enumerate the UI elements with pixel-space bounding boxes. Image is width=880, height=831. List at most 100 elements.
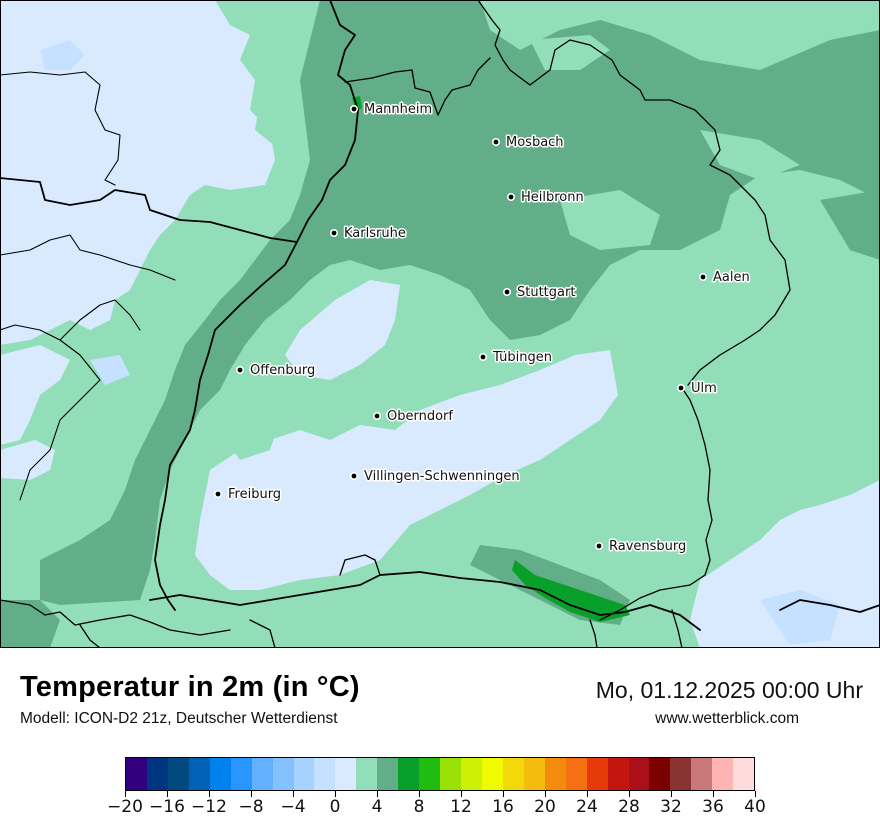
colorbar-segment [126, 758, 147, 790]
colorbar-tick-label: −12 [191, 797, 227, 817]
colorbar-segment [586, 758, 608, 790]
colorbar-tick-label: 24 [576, 797, 598, 817]
colorbar-segment [293, 758, 315, 790]
colorbar-tick [208, 791, 210, 797]
colorbar-segment [230, 758, 252, 790]
city-label: Villingen-Schwenningen [364, 469, 520, 484]
colorbar-segment [167, 758, 189, 790]
city-label: Ravensburg [609, 539, 686, 554]
colorbar-tick [334, 791, 336, 797]
city-marker: Freiburg [214, 486, 283, 504]
city-marker: Mannheim [350, 101, 434, 119]
colorbar-segment [481, 758, 503, 790]
city-label: Freiburg [228, 487, 281, 502]
colorbar-tick [754, 791, 756, 797]
city-marker: Ulm [677, 380, 718, 398]
city-dot-icon [374, 413, 380, 419]
colorbar-segment [628, 758, 650, 790]
city-dot-icon [331, 230, 337, 236]
colorbar-tick [544, 791, 546, 797]
colorbar-segment [691, 758, 713, 790]
colorbar-segment [502, 758, 524, 790]
colorbar-tick [502, 791, 504, 797]
city-dot-icon [678, 385, 684, 391]
city-dot-icon [351, 106, 357, 112]
city-label: Karlsruhe [344, 226, 406, 241]
colorbar-segment [398, 758, 420, 790]
colorbar-tick [124, 791, 126, 797]
city-label: Stuttgart [517, 285, 575, 300]
city-label: Heilbronn [521, 190, 584, 205]
city-dot-icon [700, 274, 706, 280]
city-label: Mannheim [364, 102, 432, 117]
city-dot-icon [508, 194, 514, 200]
colorbar-tick-label: 4 [371, 797, 383, 817]
colorbar-tick [586, 791, 588, 797]
colorbar-segment [188, 758, 210, 790]
colorbar-tick-label: 16 [492, 797, 514, 817]
colorbar-segment [523, 758, 545, 790]
model-info: Modell: ICON-D2 21z, Deutscher Wetterdie… [20, 710, 338, 727]
colorbar-tick-label: −8 [238, 797, 264, 817]
city-dot-icon [504, 289, 510, 295]
city-label: Offenburg [250, 363, 315, 378]
colorbar-segment [251, 758, 273, 790]
colorbar-segment [419, 758, 441, 790]
colorbar-tick-label: 36 [702, 797, 724, 817]
city-marker: Heilbronn [507, 189, 585, 207]
city-dot-icon [215, 491, 221, 497]
map-canvas: Mannheim Mosbach Heilbronn Karlsruhe Stuttga… [0, 0, 880, 648]
city-dot-icon [493, 139, 499, 145]
city-marker: Tübingen [479, 349, 554, 367]
city-marker: Karlsruhe [330, 225, 407, 243]
city-marker: Mosbach [492, 134, 565, 152]
colorbar-tick [166, 791, 168, 797]
temperature-colorbar [125, 757, 755, 791]
colorbar-segment [335, 758, 357, 790]
colorbar-segment [712, 758, 734, 790]
colorbar-segment [607, 758, 629, 790]
colorbar-segment [461, 758, 482, 790]
forecast-datetime: Mo, 01.12.2025 00:00 Uhr [595, 677, 863, 703]
colorbar-segment [440, 758, 461, 790]
colorbar-tick [712, 791, 714, 797]
map-title: Temperatur in 2m (in °C) [20, 671, 360, 703]
colorbar-segment [733, 758, 755, 790]
colorbar-tick-label: 8 [413, 797, 425, 817]
city-dot-icon [351, 473, 357, 479]
city-label: Oberndorf [387, 409, 453, 424]
website-link[interactable]: www.wetterblick.com [655, 710, 799, 727]
colorbar-tick [250, 791, 252, 797]
city-dot-icon [237, 367, 243, 373]
colorbar-segment [209, 758, 231, 790]
colorbar-segment [565, 758, 587, 790]
colorbar-ticks: −20 −16 −12 −8 −4 0 4 8 12 16 20 24 28 32 36 40 [107, 791, 766, 831]
city-markers: Mannheim Mosbach Heilbronn Karlsruhe Stuttga… [214, 101, 751, 556]
colorbar-segment [649, 758, 671, 790]
colorbar-tick-label: −4 [280, 797, 306, 817]
colorbar-tick-label: 32 [660, 797, 682, 817]
colorbar-segment [272, 758, 294, 790]
colorbar-tick [670, 791, 672, 797]
colorbar-tick [418, 791, 420, 797]
city-marker: Offenburg [236, 362, 317, 380]
colorbar-segment [670, 758, 692, 790]
colorbar-tick [376, 791, 378, 797]
city-marker: Stuttgart [503, 284, 577, 302]
colorbar-tick-label: 28 [618, 797, 640, 817]
city-label: Ulm [691, 381, 717, 396]
city-label: Tübingen [492, 350, 552, 365]
city-dot-icon [480, 354, 486, 360]
colorbar-tick-label: 20 [534, 797, 556, 817]
colorbar-tick-label: −20 [107, 797, 143, 817]
city-marker: Oberndorf [373, 408, 455, 426]
country-borders [0, 0, 880, 648]
city-marker: Villingen-Schwenningen [350, 468, 521, 486]
colorbar-tick-label: 12 [450, 797, 472, 817]
colorbar-segment [146, 758, 168, 790]
city-label: Aalen [713, 270, 750, 285]
temperature-map: Mannheim Mosbach Heilbronn Karlsruhe Stuttga… [0, 0, 880, 648]
colorbar-tick [292, 791, 294, 797]
colorbar-segment [544, 758, 566, 790]
colorbar-tick [628, 791, 630, 797]
